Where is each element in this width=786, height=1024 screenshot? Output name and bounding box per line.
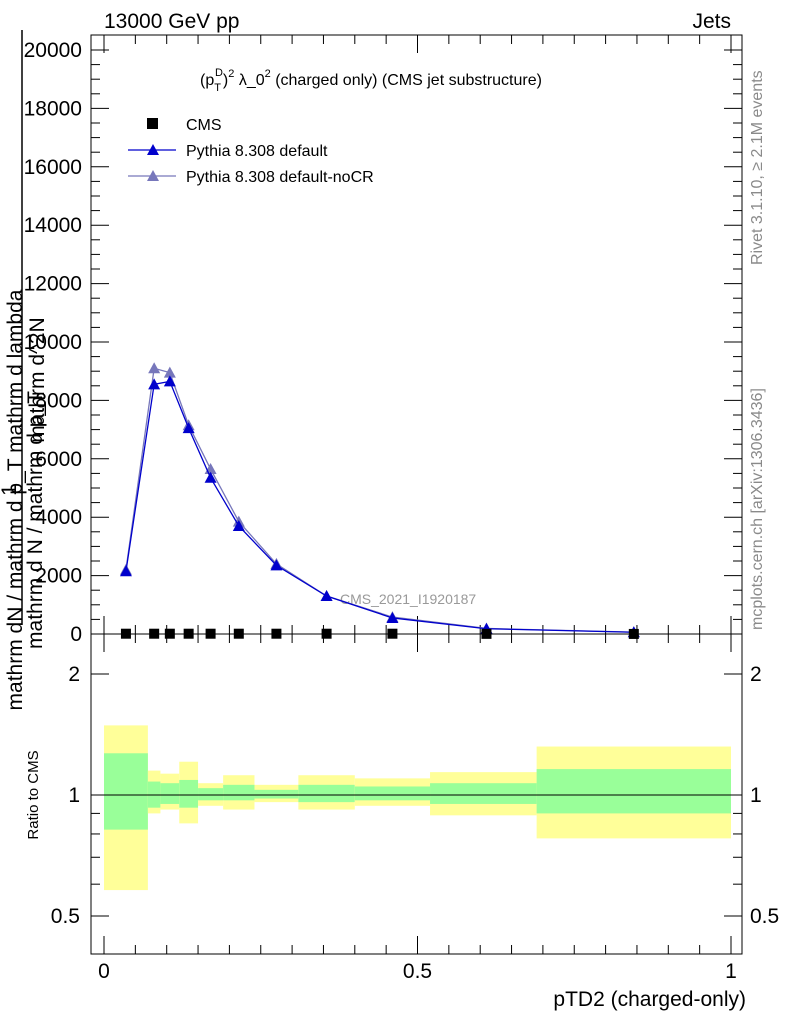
main-ylabel-line2: mathrm d^2N [26,317,49,442]
main-ytick-label: 4000 [35,506,82,529]
main-ytick-label: 18000 [24,97,82,120]
main-ytick-label: 12000 [24,273,82,296]
ratio-yaxis: 0.5 0.5 1 1 2 2 [51,663,779,928]
ratio-ytick-label-right: 0.5 [750,905,779,928]
ratio-band-inner [179,779,199,808]
ratio-band-inner [160,783,180,804]
ratio-band-inner [298,784,355,803]
legend-marker-cms [147,118,158,129]
main-ytick-label: 16000 [24,156,82,179]
ratio-band-inner [223,784,255,801]
series-point-default [148,378,161,390]
main-ytick-label: 0 [70,623,82,646]
ratio-ytick-label-right: 1 [750,784,762,807]
legend-label-nocr: Pythia 8.308 default-noCR [186,169,374,186]
series-point-default [270,559,283,571]
main-yaxis: 0 2000 4000 6000 8000 10000 12000 14000 16000 180… [24,39,742,646]
side-label-mcplots: mcplots.cern.ch [arXiv:1306.3436] [749,388,766,630]
header-left: 13000 GeV pp [104,10,239,33]
header-right: Jets [692,10,731,33]
series-point-nocr [163,366,176,378]
ratio-band-inner [430,783,537,804]
ratio-xtick-label: 0 [98,960,110,983]
ratio-band-inner [354,786,431,801]
series-point-default [182,422,195,434]
legend: CMS Pythia 8.308 default Pythia 8.308 de… [128,117,374,186]
ratio-band-inner [254,789,299,799]
ratio-ytick-label: 2 [68,663,80,686]
legend-marker-default [147,144,159,155]
main-ytick-label: 2000 [35,565,82,588]
main-ytick-label: 6000 [35,448,82,471]
main-ylabel-line3: mathrm d N / mathrm d p_T [24,391,47,649]
ratio-xtick-label: 0.5 [403,960,432,983]
series-point-default [386,611,399,623]
main-ytick-label: 8000 [35,389,82,412]
series-point-default [232,519,245,531]
ratio-ylabel: Ratio to CMS [25,750,42,839]
legend-marker-nocr [147,170,159,181]
main-ytick-label: 10000 [24,331,82,354]
series-point-default [119,565,132,577]
watermark: CMS_2021_I1920187 [340,591,476,607]
side-label-rivet: Rivet 3.1.10, ≥ 2.1M events [749,70,766,265]
main-plot-title: (pTD)2 λ_02 (charged only) (CMS jet subs… [200,67,542,94]
ratio-band-inner [536,769,731,814]
legend-label-cms: CMS [186,117,222,134]
ratio-xtick-label: 1 [725,960,737,983]
series-point-nocr [148,362,161,374]
ratio-xlabel: pTD2 (charged-only) [553,988,746,1011]
ratio-plot-frame [90,633,743,955]
ratio-ytick-label-right: 2 [750,663,762,686]
ratio-ytick-label: 0.5 [51,905,80,928]
ratio-band-inner [198,788,224,801]
ratio-bands-layer [104,725,731,891]
series-point-default [163,375,176,387]
main-ytick-label: 20000 [24,39,82,62]
legend-label-default: Pythia 8.308 default [186,143,328,160]
main-ytick-label: 14000 [24,214,82,237]
series-point-default [204,471,217,483]
ratio-band-inner [104,753,148,830]
series-point-default [320,590,333,602]
ratio-xaxis: 0 0.5 1 [98,634,737,983]
main-xaxis [103,35,732,634]
main-ylabel-one: 1 [0,484,21,496]
ratio-ytick-label: 1 [68,784,80,807]
